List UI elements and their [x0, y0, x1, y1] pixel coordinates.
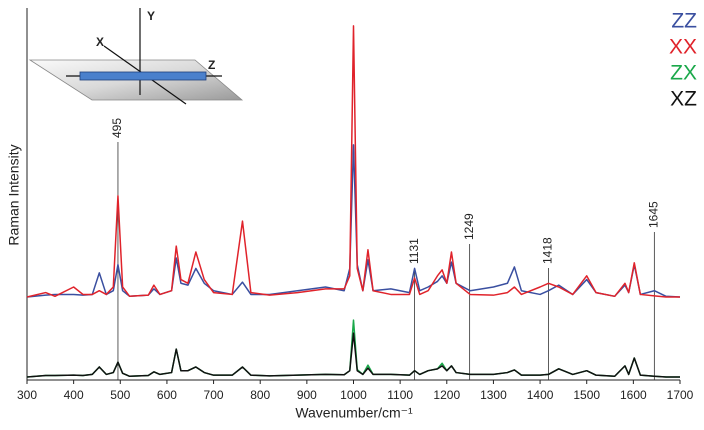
- x-tick-label: 500: [110, 388, 130, 402]
- x-tick-label: 800: [250, 388, 270, 402]
- inset-x-label: X: [96, 35, 104, 49]
- inset-z-label: Z: [208, 58, 215, 72]
- x-tick-label: 1300: [480, 388, 507, 402]
- x-tick-label: 1500: [573, 388, 600, 402]
- x-tick-label: 1700: [667, 388, 694, 402]
- x-tick-label: 300: [17, 388, 37, 402]
- spectrum-line: [26, 319, 680, 378]
- inset-y-label: Y: [147, 9, 155, 23]
- y-axis-title: Raman Intensity: [6, 144, 22, 245]
- annotation-label: 1418: [541, 237, 555, 264]
- x-tick-label: 900: [297, 388, 317, 402]
- annotation-label: 1645: [647, 201, 661, 228]
- inset-diagram: Y X Z: [28, 8, 244, 105]
- spectrum-line: [26, 144, 681, 298]
- inset-rod: [79, 71, 207, 81]
- x-tick-label: 1600: [620, 388, 647, 402]
- x-tick-label: 1200: [433, 388, 460, 402]
- x-tick-label: 400: [64, 388, 84, 402]
- annotation-label: 495: [110, 118, 124, 138]
- x-tick-label: 1000: [340, 388, 367, 402]
- legend-label: XZ: [670, 88, 697, 111]
- legend-label: ZX: [670, 62, 697, 85]
- annotation-label: 1131: [407, 238, 421, 264]
- spectrum-line: [26, 25, 680, 298]
- annotation-label: 1249: [462, 213, 476, 240]
- spectrum-line: [26, 332, 680, 378]
- x-tick-label: 1100: [387, 388, 413, 402]
- legend-label: ZZ: [671, 10, 697, 33]
- legend-label: XX: [669, 36, 697, 59]
- x-tick-label: 1400: [527, 388, 554, 402]
- x-tick-label: 600: [157, 388, 177, 402]
- x-axis-title: Wavenumber/cm⁻¹: [295, 405, 413, 421]
- x-tick-label: 700: [204, 388, 224, 402]
